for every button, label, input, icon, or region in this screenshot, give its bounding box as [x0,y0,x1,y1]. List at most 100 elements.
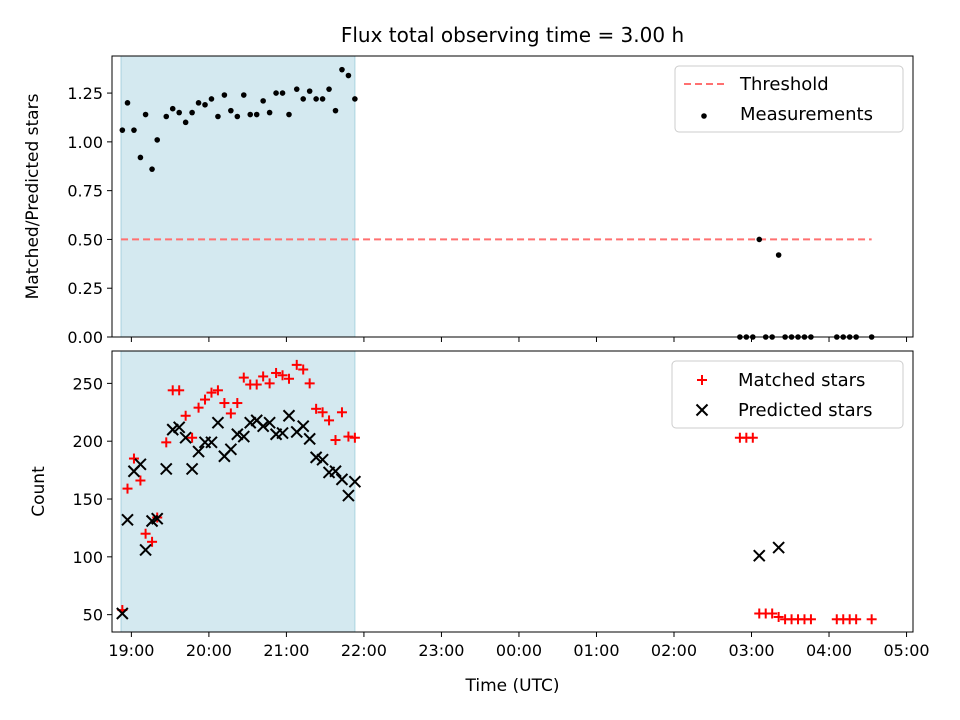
predicted-star-point-b [151,512,164,525]
predicted-star-point-b [179,431,192,444]
predicted-star-point [192,445,205,458]
matched-star-point [225,408,236,419]
y-tick-label: 150 [72,490,103,509]
measurement-point [169,105,176,112]
predicted-star-point-b [237,430,250,443]
measurement-point [266,109,273,116]
x-tick-label: 22:00 [341,641,387,660]
measurement-point [228,107,234,114]
count-legend-box [671,360,904,429]
predicted-star-point-b [303,432,316,446]
legend-threshold-label: Threshold [739,74,829,95]
y-tick-label: 1.00 [67,133,103,152]
matched-star-point [251,379,262,390]
matched-star-point [180,410,191,421]
matched-star-point [264,378,275,389]
matched-star-point [311,403,322,414]
measurement-point [154,137,161,143]
predicted-star-point-b [139,543,152,557]
legend-measurements-label: Measurements [740,104,873,125]
x-tick-label: 23:00 [418,641,464,660]
measurement-point [182,119,189,126]
measurement-point [119,127,126,133]
measurement-point [163,113,170,120]
measurement-point [221,92,228,98]
predicted-star-point [244,416,257,429]
legend-matched-swatch [697,375,707,385]
x-tick-label: 04:00 [806,641,852,660]
measurement-point [300,96,307,102]
legend-predicted-marker-b [695,403,709,417]
matched-star-point [773,611,784,622]
predicted-star-point [139,543,152,557]
x-tick-label: 03:00 [728,641,774,660]
matched-star-point [187,432,198,443]
measurement-point [215,113,221,120]
ratio-legend: Threshold Measurements [674,65,904,133]
matched-star-point [174,385,185,396]
matched-star-point [232,398,243,409]
predicted-star-point [134,458,147,471]
matched-star-point [193,402,204,413]
count-y-axis-label: Count [29,466,49,517]
legend-predicted-marker [695,403,709,417]
predicted-star-point-b [116,607,129,620]
predicted-star-point [342,489,355,502]
measurement-point [137,154,144,161]
predicted-star-point [116,607,129,620]
measurement-point [208,96,215,102]
matched-star-point [343,431,354,442]
x-tick-label: 02:00 [651,641,697,660]
matched-star-point [140,528,151,539]
measurement-point [332,107,339,114]
predicted-star-point-b [244,416,257,429]
matched-star-point [128,453,139,464]
measurement-point [247,111,254,118]
predicted-star-point-b [205,436,218,449]
predicted-star-point [348,475,362,488]
legend-predicted-label: Predicted stars [738,400,872,421]
measurement-points [119,66,875,340]
predicted-star-point-b [296,419,310,433]
measurement-point [142,111,149,118]
matched-star-point [206,387,217,398]
measurement-point [319,96,326,102]
measurement-point [149,166,155,172]
measurement-point [189,109,195,116]
x-tick-label: 01:00 [573,641,619,660]
matched-star-point [317,407,328,418]
count-observing-window [120,350,356,633]
measurement-point [339,66,345,73]
predicted-star-point-b [348,475,362,488]
measurement-point [176,109,182,116]
predicted-star-point [276,426,289,440]
predicted-star-point [256,419,270,433]
matched-star-point [277,370,288,381]
predicted-star-point-b [316,453,329,466]
matched-star-point [147,536,158,547]
predicted-star-point-b [231,428,244,441]
measurement-point [253,111,260,118]
legend-measurements-swatch [701,113,707,119]
measurement-point [286,111,292,118]
predicted-star-point-b [753,549,766,562]
measurement-point [345,72,352,79]
ratio-y-axis-label: Matched/Predicted stars [23,93,43,299]
y-tick-label: 50 [83,606,103,625]
count-ticks: 19:00 20:00 21:00 22:00 23:00 00:00 01:00 02:00… [72,374,929,660]
predicted-star-point [309,451,323,464]
predicted-star-point-b [329,465,342,478]
predicted-star-point [303,432,316,446]
matched-star-point [349,432,360,443]
predicted-star-point [263,416,276,429]
predicted-star-point [753,549,766,562]
y-tick-label: 100 [72,548,103,567]
count-axes-frame [111,350,914,633]
y-tick-label: 0.75 [67,182,103,201]
predicted-star-point-b [166,423,179,436]
count-panel: 19:00 20:00 21:00 22:00 23:00 00:00 01:00 02:00… [29,350,930,696]
predicted-star-point [772,541,785,554]
measurement-point [293,86,300,92]
measurement-point [234,113,241,120]
